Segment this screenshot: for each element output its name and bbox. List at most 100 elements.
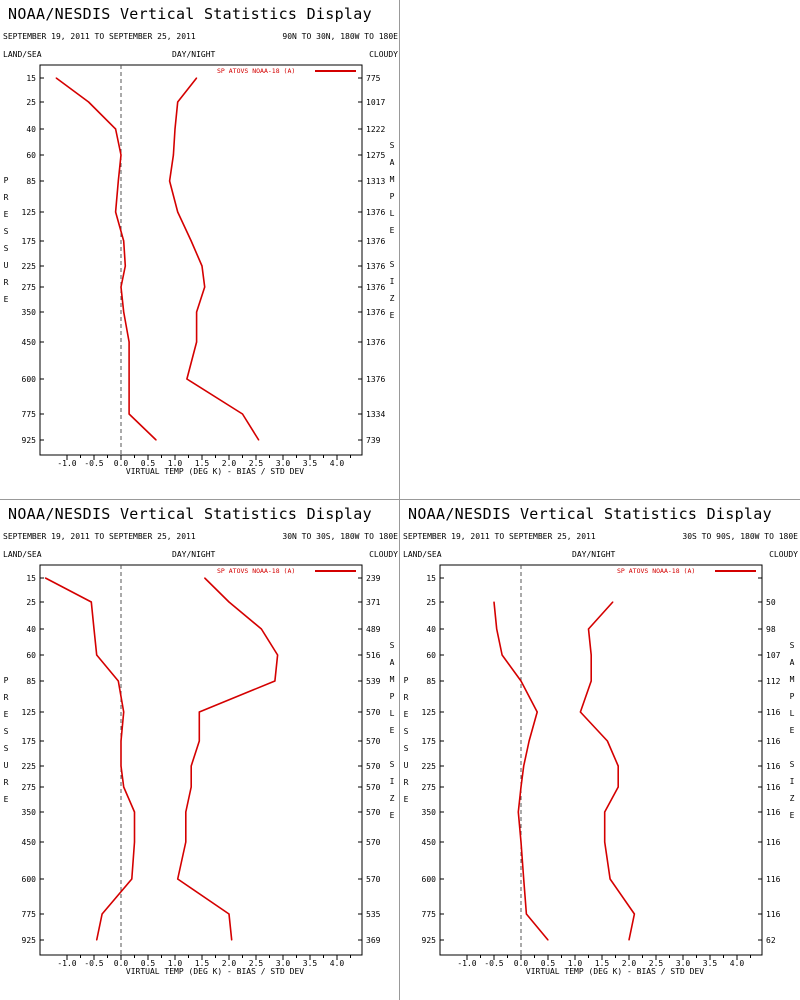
pressure-tick-label: 15 xyxy=(26,74,36,83)
sample-size-axis-letter: E xyxy=(789,811,795,820)
x-tick-label: 2.0 xyxy=(622,959,637,968)
sample-size-label: 116 xyxy=(766,708,781,717)
std-dev-point xyxy=(606,740,608,742)
pressure-tick-label: 600 xyxy=(422,875,437,884)
sample-size-label: 369 xyxy=(366,936,381,945)
sample-size-axis-letter: S xyxy=(389,760,395,769)
bias-point xyxy=(131,878,133,880)
bias-point xyxy=(96,939,98,941)
std-dev-point xyxy=(590,680,592,682)
sample-size-axis-letter: L xyxy=(789,709,795,718)
pressure-tick-label: 40 xyxy=(426,625,436,634)
std-dev-point xyxy=(579,711,581,713)
sample-size-label: 1313 xyxy=(366,177,385,186)
horizontal-divider xyxy=(0,499,800,500)
chart-svg: 15 25 40 60 85 125 175 225 275 350 450 600 775 925 775… xyxy=(22,64,385,476)
std-dev-point xyxy=(274,680,276,682)
std-dev-point xyxy=(204,577,206,579)
bias-point xyxy=(128,341,130,343)
bias-point xyxy=(123,311,125,313)
pressure-axis-letter: E xyxy=(3,710,9,719)
std-dev-point xyxy=(172,154,174,156)
bias-point xyxy=(496,628,498,630)
sample-size-label: 1376 xyxy=(366,338,385,347)
sample-size-label: 62 xyxy=(766,936,776,945)
pressure-tick-label: 40 xyxy=(26,125,36,134)
land-sea-label: LAND/SEA xyxy=(3,50,42,59)
legend-label: SP ATOVS NOAA-18 (A) xyxy=(217,567,295,575)
sample-size-label: 489 xyxy=(366,625,381,634)
sample-size-label: 570 xyxy=(366,875,381,884)
sample-size-label: 775 xyxy=(366,74,381,83)
bias-point xyxy=(523,878,525,880)
x-tick-label: 2.5 xyxy=(649,959,664,968)
std-dev-point xyxy=(628,939,630,941)
sample-size-label: 539 xyxy=(366,677,381,686)
sample-size-label: 116 xyxy=(766,737,781,746)
day-night-label: DAY/NIGHT xyxy=(172,550,216,559)
sample-size-label: 1376 xyxy=(366,308,385,317)
pressure-axis-letter: S xyxy=(403,727,409,736)
sample-size-axis-letter: I xyxy=(789,777,795,786)
bias-point xyxy=(528,740,530,742)
pressure-axis-letter: P xyxy=(3,176,9,185)
std-dev-point xyxy=(198,711,200,713)
x-tick-label: 4.0 xyxy=(730,959,745,968)
std-dev-point xyxy=(633,913,635,915)
legend-label: SP ATOVS NOAA-18 (A) xyxy=(617,567,695,575)
bias-point xyxy=(128,378,130,380)
std-dev-series-line xyxy=(579,601,636,941)
pressure-tick-label: 25 xyxy=(426,598,436,607)
bias-point xyxy=(517,811,519,813)
cloudy-label: CLOUDY xyxy=(369,550,398,559)
std-dev-point xyxy=(177,878,179,880)
std-dev-point xyxy=(177,101,179,103)
bias-series-line xyxy=(55,77,157,441)
bias-point xyxy=(547,939,549,941)
x-tick-label: 1.5 xyxy=(195,959,210,968)
x-axis-label: VIRTUAL TEMP (DEG K) - BIAS / STD DEV xyxy=(526,967,704,976)
day-night-label: DAY/NIGHT xyxy=(172,50,216,59)
bias-point xyxy=(128,413,130,415)
pressure-tick-label: 15 xyxy=(26,574,36,583)
std-dev-point xyxy=(177,211,179,213)
std-dev-point xyxy=(196,341,198,343)
date-range: SEPTEMBER 19, 2011 TO SEPTEMBER 25, 2011 xyxy=(3,532,196,541)
sample-size-axis-letter: Z xyxy=(389,794,395,803)
bias-point xyxy=(120,740,122,742)
x-tick-label: 3.5 xyxy=(303,959,318,968)
pressure-axis-letter: R xyxy=(403,693,409,702)
page-title: NOAA/NESDIS Vertical Statistics Display xyxy=(8,505,372,523)
std-dev-point xyxy=(241,413,244,415)
sample-size-label: 1334 xyxy=(366,410,385,419)
page-title: NOAA/NESDIS Vertical Statistics Display xyxy=(408,505,772,523)
sample-size-label: 1376 xyxy=(366,375,385,384)
sample-size-axis-letter: Z xyxy=(789,794,795,803)
pressure-tick-label: 175 xyxy=(22,237,37,246)
std-dev-point xyxy=(277,654,279,656)
sample-size-axis-letter: E xyxy=(389,726,395,735)
x-tick-label: 0.5 xyxy=(541,959,556,968)
pressure-axis-letter: S xyxy=(3,727,9,736)
pressure-tick-label: 60 xyxy=(26,651,36,660)
sample-size-axis-letter: M xyxy=(789,675,795,684)
region-label: 30N TO 30S, 180W TO 180E xyxy=(282,532,398,541)
pressure-axis-letter: R xyxy=(3,778,9,787)
sample-size-label: 50 xyxy=(766,598,776,607)
cloudy-label: CLOUDY xyxy=(369,50,398,59)
pressure-tick-label: 350 xyxy=(22,308,37,317)
region-label: 90N TO 30N, 180W TO 180E xyxy=(282,32,398,41)
sample-size-axis-letter: A xyxy=(389,658,395,667)
bias-point xyxy=(523,765,525,767)
std-dev-point xyxy=(190,240,192,242)
x-tick-label: 2.5 xyxy=(249,959,264,968)
std-dev-point xyxy=(190,765,192,767)
pressure-tick-label: 85 xyxy=(26,177,36,186)
bias-point xyxy=(123,711,125,713)
bias-point xyxy=(90,601,92,603)
pressure-axis-letter: E xyxy=(3,210,9,219)
sample-size-label: 1376 xyxy=(366,283,385,292)
